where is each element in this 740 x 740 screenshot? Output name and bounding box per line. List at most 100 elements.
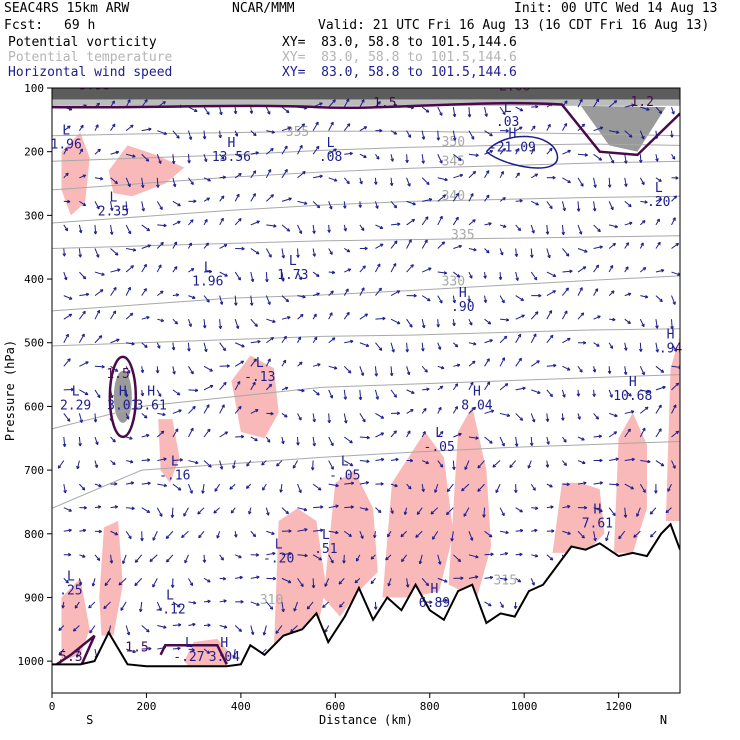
wind-vector-204 <box>188 389 198 391</box>
wind-vector-513 <box>390 318 401 325</box>
wind-vector-16 <box>63 484 66 494</box>
extremum-value-12: 3.01 <box>107 399 138 414</box>
wind-vector-head-293 <box>252 193 256 197</box>
wind-vector-401 <box>313 506 324 509</box>
wind-vector-head-389 <box>316 204 321 209</box>
extremum-type-21: L <box>322 528 330 543</box>
wind-vector-523 <box>385 554 392 561</box>
wind-vector-943 <box>671 271 680 276</box>
wind-vector-18 <box>63 529 72 532</box>
extremum-type-4: H <box>508 127 516 142</box>
wind-vector-440 <box>343 288 349 296</box>
wind-vector-head-216 <box>191 648 195 652</box>
wind-vector-234 <box>198 530 205 539</box>
wind-vector-head-46 <box>74 605 79 609</box>
wind-vector-head-761 <box>549 484 553 488</box>
wind-vector-753 <box>546 310 553 320</box>
wind-vector-head-684 <box>501 357 506 361</box>
wind-vector-head-786 <box>567 504 571 509</box>
wind-vector-head-180 <box>172 371 176 375</box>
wind-vector-312 <box>265 106 271 115</box>
wind-vector-head-590 <box>438 406 442 411</box>
wind-vector-head-117 <box>118 582 123 586</box>
wind-vector-81 <box>110 310 116 320</box>
wind-vector-head-110 <box>126 416 130 420</box>
wind-vector-head-44 <box>82 554 86 558</box>
wind-vector-head-82 <box>112 310 117 314</box>
wind-vector-840 <box>608 100 618 108</box>
wind-vector-head-309 <box>256 575 260 580</box>
wind-vector-head-4 <box>65 172 69 177</box>
wind-vector-head-97 <box>127 99 131 103</box>
wind-vector-head-918 <box>656 218 660 223</box>
wind-vector-head-243 <box>220 156 225 160</box>
wind-vector-head-262 <box>223 599 227 603</box>
wind-vector-head-621 <box>460 576 464 580</box>
wind-vector-head-524 <box>385 556 389 561</box>
wind-vector-head-132 <box>140 369 145 374</box>
wind-vector-head-151 <box>160 241 164 246</box>
wind-vector-head-359 <box>275 630 279 634</box>
wind-vector-713 <box>515 507 523 513</box>
wind-vector-head-755 <box>549 334 554 339</box>
wind-vector-881 <box>624 507 627 518</box>
wind-vector-896 <box>640 295 649 298</box>
wind-vector-head-392 <box>316 273 320 278</box>
wind-vector-786 <box>562 530 571 535</box>
wind-vector-397 <box>312 413 316 423</box>
wind-vector-head-301 <box>252 381 256 386</box>
wind-vector-545 <box>404 507 408 515</box>
wind-vector-head-23 <box>58 627 62 631</box>
wind-vector-head-239 <box>207 623 211 628</box>
wind-vector-head-435 <box>349 151 353 156</box>
wind-vector-head-212 <box>184 559 188 564</box>
wind-vector-head-150 <box>163 223 167 228</box>
extremum-type-0: L <box>62 124 70 139</box>
wind-vector-head-919 <box>657 241 661 246</box>
wind-vector-head-702 <box>517 227 522 232</box>
wind-vector-117 <box>120 601 127 611</box>
wind-vector-37 <box>78 413 83 423</box>
wind-vector-head-893 <box>644 200 648 204</box>
wind-vector-568 <box>421 484 425 492</box>
wind-vector-head-403 <box>320 528 324 533</box>
wind-vector-head-818 <box>599 126 604 130</box>
wind-vector-705 <box>515 314 525 320</box>
wind-vector-head-181 <box>176 391 181 396</box>
wind-vector-77 <box>110 224 113 235</box>
wind-vector-485 <box>375 224 384 229</box>
theta-contour-335 <box>52 235 680 249</box>
wind-vector-head-460 <box>359 180 363 185</box>
wind-vector-936 <box>671 106 675 115</box>
wind-vector-841 <box>609 130 620 134</box>
wind-vector-427 <box>328 554 334 564</box>
wind-vector-520 <box>390 483 398 487</box>
wind-vector-390 <box>312 248 316 257</box>
wind-vector-691 <box>499 552 508 556</box>
wind-vector-60 <box>94 389 101 398</box>
wind-vector-head-691 <box>505 530 509 535</box>
wind-vector-head-397 <box>316 392 320 396</box>
wind-vector-494 <box>375 432 384 438</box>
wind-vector-904 <box>639 483 646 493</box>
wind-vector-head-363 <box>299 144 303 149</box>
wind-vector-head-942 <box>672 217 676 221</box>
wind-vector-head-673 <box>502 111 506 116</box>
wind-vector-74 <box>110 151 119 155</box>
wind-vector-96 <box>125 99 131 108</box>
extremum-type-18: L <box>171 455 179 470</box>
wind-vector-797 <box>577 224 582 235</box>
wind-vector-281 <box>230 507 236 514</box>
wind-vector-798 <box>577 248 588 253</box>
wind-vector-398 <box>312 436 316 447</box>
wind-vector-head-779 <box>567 337 571 342</box>
wind-vector-head-483 <box>376 156 380 160</box>
wind-vector-564 <box>422 388 430 391</box>
wind-vector-head-17 <box>63 489 67 494</box>
wind-vector-head-943 <box>675 242 680 247</box>
wind-vector-653 <box>484 222 492 226</box>
wind-vector-725 <box>530 224 535 234</box>
wind-vector-192 <box>188 106 198 112</box>
wind-vector-head-638 <box>472 406 477 411</box>
